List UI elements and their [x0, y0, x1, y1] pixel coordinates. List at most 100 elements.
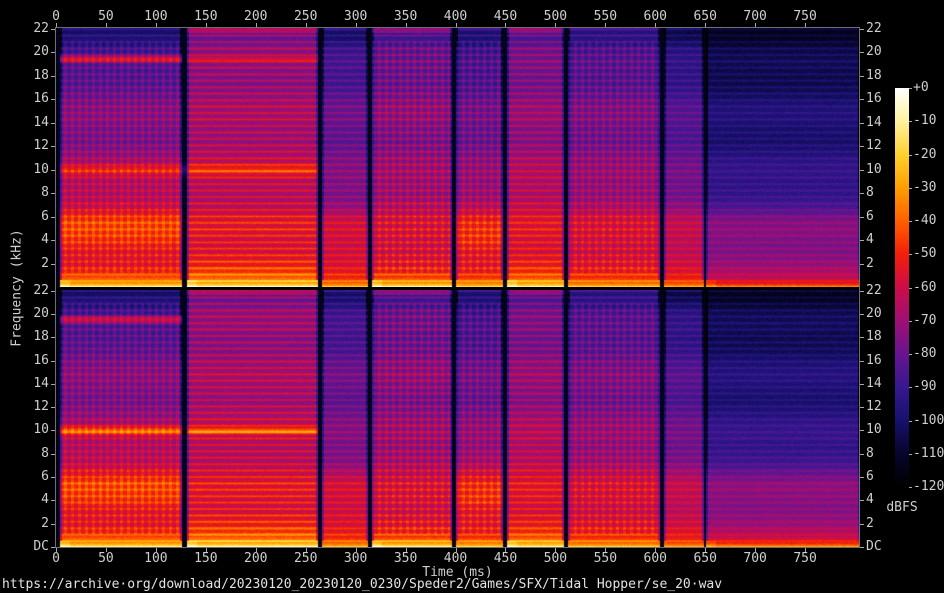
- freq-tick-label: 2: [866, 515, 874, 531]
- freq-tick: [51, 216, 55, 218]
- colorbar-tick: [909, 154, 912, 156]
- freq-tick-label: 20: [866, 44, 882, 60]
- freq-tick-label: 16: [866, 352, 882, 368]
- colorbar-tick-label: -80: [913, 346, 937, 361]
- freq-tick: [860, 52, 864, 54]
- freq-tick: [51, 500, 55, 502]
- freq-tick: [51, 99, 55, 101]
- freq-tick: [860, 477, 864, 479]
- freq-tick-label: 8: [41, 185, 49, 201]
- freq-tick: [51, 263, 55, 265]
- freq-tick-label: 2: [866, 255, 874, 271]
- freq-tick: [51, 169, 55, 171]
- time-tick: [505, 548, 507, 552]
- colorbar-tick: [909, 187, 912, 189]
- freq-tick-label: 20: [33, 305, 49, 321]
- freq-tick: [51, 52, 55, 54]
- colorbar-tick: [909, 354, 912, 355]
- freq-tick-label: 12: [866, 138, 882, 154]
- freq-tick-label: 18: [866, 329, 882, 345]
- colorbar-tick: [909, 453, 912, 455]
- colorbar-tick-label: -60: [913, 279, 937, 295]
- freq-tick: [860, 99, 864, 101]
- freq-tick: [51, 75, 55, 77]
- freq-tick: [860, 216, 864, 218]
- freq-tick: [860, 240, 864, 242]
- time-tick-label: 200: [244, 551, 268, 566]
- time-tick-label: 400: [443, 9, 468, 24]
- freq-tick-label: 4: [41, 232, 49, 248]
- time-tick-label: 550: [593, 551, 618, 566]
- freq-tick-label: 2: [41, 255, 49, 271]
- freq-tick: [860, 523, 864, 525]
- time-tick-label: 0: [52, 9, 60, 24]
- freq-tick: [51, 383, 55, 385]
- time-tick-label: 100: [144, 551, 168, 566]
- time-tick: [755, 23, 757, 27]
- freq-tick-label: 20: [866, 305, 882, 321]
- colorbar-tick-label: -100: [913, 412, 944, 428]
- colorbar-tick: [909, 487, 912, 488]
- freq-tick: [860, 407, 864, 409]
- time-tick: [255, 548, 257, 552]
- time-tick-label: 450: [493, 551, 518, 566]
- freq-tick-label: 18: [33, 329, 49, 345]
- freq-tick: [51, 360, 55, 362]
- freq-tick: [51, 313, 55, 315]
- freq-tick-label: 8: [866, 445, 874, 461]
- time-tick-label: 300: [343, 551, 368, 566]
- time-tick: [355, 548, 357, 552]
- time-tick: [355, 23, 357, 27]
- time-tick-label: 250: [293, 551, 318, 566]
- time-tick-label: 200: [244, 9, 268, 24]
- freq-tick-label: 10: [33, 422, 49, 438]
- time-tick-label: 350: [393, 551, 418, 566]
- time-tick-label: 150: [194, 551, 218, 566]
- time-tick: [805, 23, 807, 27]
- freq-tick-label: 14: [866, 114, 882, 130]
- freq-tick-label: 10: [866, 161, 882, 177]
- freq-tick-label: 14: [33, 375, 49, 391]
- time-tick-label: 750: [793, 9, 817, 24]
- freq-tick: [860, 290, 864, 292]
- time-tick: [805, 548, 807, 552]
- freq-tick: [51, 193, 55, 195]
- freq-tick-label: 4: [866, 232, 874, 248]
- time-tick-label: 500: [543, 9, 568, 24]
- colorbar: [895, 88, 909, 487]
- freq-tick-label: 22: [33, 282, 49, 298]
- freq-tick-label: 18: [33, 67, 49, 83]
- time-tick: [555, 548, 557, 552]
- freq-tick-label: 22: [866, 20, 882, 36]
- freq-tick-label: 12: [33, 138, 49, 154]
- freq-tick: [860, 360, 864, 362]
- time-tick: [56, 548, 57, 552]
- freq-tick: [860, 453, 864, 455]
- freq-tick-label: 16: [33, 91, 49, 107]
- freq-tick: [860, 193, 864, 195]
- time-tick: [655, 23, 657, 27]
- freq-tick: [51, 122, 55, 124]
- freq-tick-label: 16: [33, 352, 49, 368]
- time-tick-label: 0: [52, 551, 60, 566]
- time-tick-label: 50: [98, 9, 114, 24]
- time-tick-label: 100: [144, 9, 168, 24]
- time-tick: [255, 23, 257, 27]
- freq-tick: [51, 453, 55, 455]
- time-tick-label: 600: [643, 551, 667, 566]
- freq-tick-label: 10: [866, 422, 882, 438]
- freq-tick: [51, 290, 55, 292]
- colorbar-tick-label: -120: [913, 479, 944, 494]
- time-tick: [755, 548, 757, 552]
- freq-tick: [51, 337, 55, 339]
- time-tick: [56, 23, 57, 27]
- freq-tick-label: DC: [866, 539, 882, 554]
- colorbar-tick: [909, 121, 912, 123]
- freq-tick: [860, 547, 864, 548]
- time-tick-label: 650: [693, 551, 717, 566]
- time-tick-label: 250: [293, 9, 318, 24]
- time-tick: [605, 548, 607, 552]
- colorbar-tick-label: -40: [913, 213, 937, 228]
- file-url-caption: https://archive·org/download/20230120_20…: [2, 577, 723, 592]
